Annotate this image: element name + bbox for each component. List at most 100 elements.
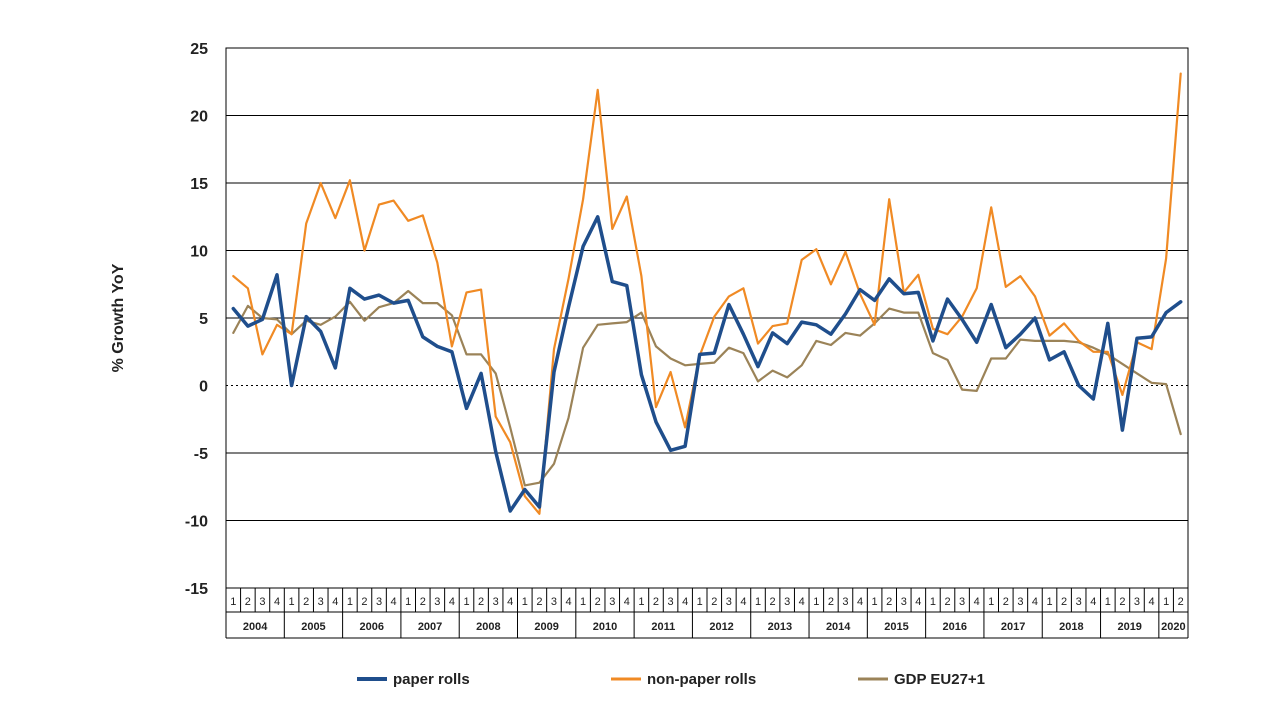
series-lines xyxy=(231,72,1183,515)
x-tick-label: 3 xyxy=(493,596,499,608)
x-tick-label: 3 xyxy=(784,596,790,608)
x-tick-label: 4 xyxy=(974,596,980,608)
y-tick-label: 15 xyxy=(190,176,208,193)
y-axis-ticks: -15 -10 -5 0 5 10 15 20 25 xyxy=(185,41,208,598)
x-tick-label: 2 xyxy=(1178,596,1184,608)
year-label: 2020 xyxy=(1161,621,1185,633)
x-tick-label: 4 xyxy=(565,596,571,608)
x-tick-label: 4 xyxy=(682,596,688,608)
x-tick-label: 3 xyxy=(259,596,265,608)
year-label: 2017 xyxy=(1001,621,1025,633)
year-label: 2005 xyxy=(301,621,325,633)
x-tick-label: 2 xyxy=(1119,596,1125,608)
x-tick-label: 2 xyxy=(478,596,484,608)
x-tick-label: 2 xyxy=(711,596,717,608)
x-tick-label: 1 xyxy=(1163,596,1169,608)
x-tick-label: 1 xyxy=(1105,596,1111,608)
year-label: 2015 xyxy=(884,621,908,633)
x-tick-label: 1 xyxy=(988,596,994,608)
x-tick-label: 1 xyxy=(347,596,353,608)
series-line-gdp-eu27-1 xyxy=(232,289,1182,487)
year-label: 2014 xyxy=(826,621,851,633)
x-tick-label: 4 xyxy=(740,596,746,608)
x-tick-label: 4 xyxy=(274,596,280,608)
x-tick-label: 3 xyxy=(726,596,732,608)
x-tick-label: 2 xyxy=(361,596,367,608)
y-tick-label: 25 xyxy=(190,41,208,58)
x-tick-label: 1 xyxy=(697,596,703,608)
x-tick-label: 4 xyxy=(391,596,397,608)
x-tick-label: 3 xyxy=(1076,596,1082,608)
year-label: 2019 xyxy=(1117,621,1141,633)
y-tick-label: -5 xyxy=(194,446,208,463)
x-tick-label: 3 xyxy=(842,596,848,608)
x-tick-label: 2 xyxy=(828,596,834,608)
y-axis-label: % Growth YoY xyxy=(110,263,127,372)
x-tick-label: 1 xyxy=(580,596,586,608)
x-tick-label: 3 xyxy=(551,596,557,608)
x-tick-label: 4 xyxy=(799,596,805,608)
x-tick-label: 3 xyxy=(376,596,382,608)
x-tick-label: 2 xyxy=(420,596,426,608)
series-line-non-paper-rolls xyxy=(232,72,1182,515)
x-tick-label: 4 xyxy=(449,596,455,608)
x-tick-label: 2 xyxy=(245,596,251,608)
year-label: 2013 xyxy=(768,621,792,633)
x-tick-label: 1 xyxy=(638,596,644,608)
grid-lines xyxy=(226,115,1188,521)
year-label: 2008 xyxy=(476,621,500,633)
year-label: 2006 xyxy=(360,621,384,633)
year-label: 2018 xyxy=(1059,621,1083,633)
x-tick-label: 1 xyxy=(930,596,936,608)
x-tick-label: 4 xyxy=(507,596,513,608)
year-label: 2012 xyxy=(709,621,733,633)
x-tick-label: 4 xyxy=(857,596,863,608)
x-tick-label: 3 xyxy=(667,596,673,608)
year-label: 2011 xyxy=(651,621,675,633)
x-tick-label: 3 xyxy=(609,596,615,608)
x-tick-label: 3 xyxy=(318,596,324,608)
x-tick-label: 1 xyxy=(522,596,528,608)
x-tick-label: 3 xyxy=(434,596,440,608)
x-tick-label: 2 xyxy=(944,596,950,608)
year-label: 2009 xyxy=(534,621,558,633)
year-label: 2007 xyxy=(418,621,442,633)
y-tick-label: 5 xyxy=(199,311,208,328)
y-tick-label: 20 xyxy=(190,109,208,126)
legend-label: paper rolls xyxy=(393,671,470,688)
x-tick-label: 4 xyxy=(1032,596,1038,608)
y-tick-label: 10 xyxy=(190,244,208,261)
x-tick-label: 4 xyxy=(1090,596,1096,608)
x-tick-label: 3 xyxy=(959,596,965,608)
x-tick-label: 4 xyxy=(624,596,630,608)
year-label: 2004 xyxy=(243,621,268,633)
x-tick-label: 3 xyxy=(901,596,907,608)
x-tick-label: 2 xyxy=(303,596,309,608)
x-tick-label: 3 xyxy=(1134,596,1140,608)
y-tick-label: -15 xyxy=(185,581,208,598)
x-tick-label: 4 xyxy=(332,596,338,608)
x-tick-label: 1 xyxy=(405,596,411,608)
x-tick-label: 4 xyxy=(1148,596,1154,608)
year-label: 2016 xyxy=(943,621,967,633)
x-tick-label: 3 xyxy=(1017,596,1023,608)
x-tick-label: 4 xyxy=(915,596,921,608)
y-tick-label: -10 xyxy=(185,514,208,531)
x-tick-label: 1 xyxy=(289,596,295,608)
x-tick-label: 1 xyxy=(1046,596,1052,608)
year-label: 2010 xyxy=(593,621,617,633)
x-tick-label: 1 xyxy=(813,596,819,608)
x-tick-label: 1 xyxy=(755,596,761,608)
x-tick-label: 2 xyxy=(536,596,542,608)
x-tick-label: 2 xyxy=(653,596,659,608)
legend: paper rolls non-paper rolls GDP EU27+1 xyxy=(357,671,985,688)
x-tick-label: 2 xyxy=(886,596,892,608)
x-tick-label: 1 xyxy=(872,596,878,608)
x-tick-label: 2 xyxy=(595,596,601,608)
x-tick-label: 2 xyxy=(1003,596,1009,608)
legend-label: GDP EU27+1 xyxy=(894,671,985,688)
series-line-paper-rolls xyxy=(231,215,1183,513)
y-tick-label: 0 xyxy=(199,379,208,396)
